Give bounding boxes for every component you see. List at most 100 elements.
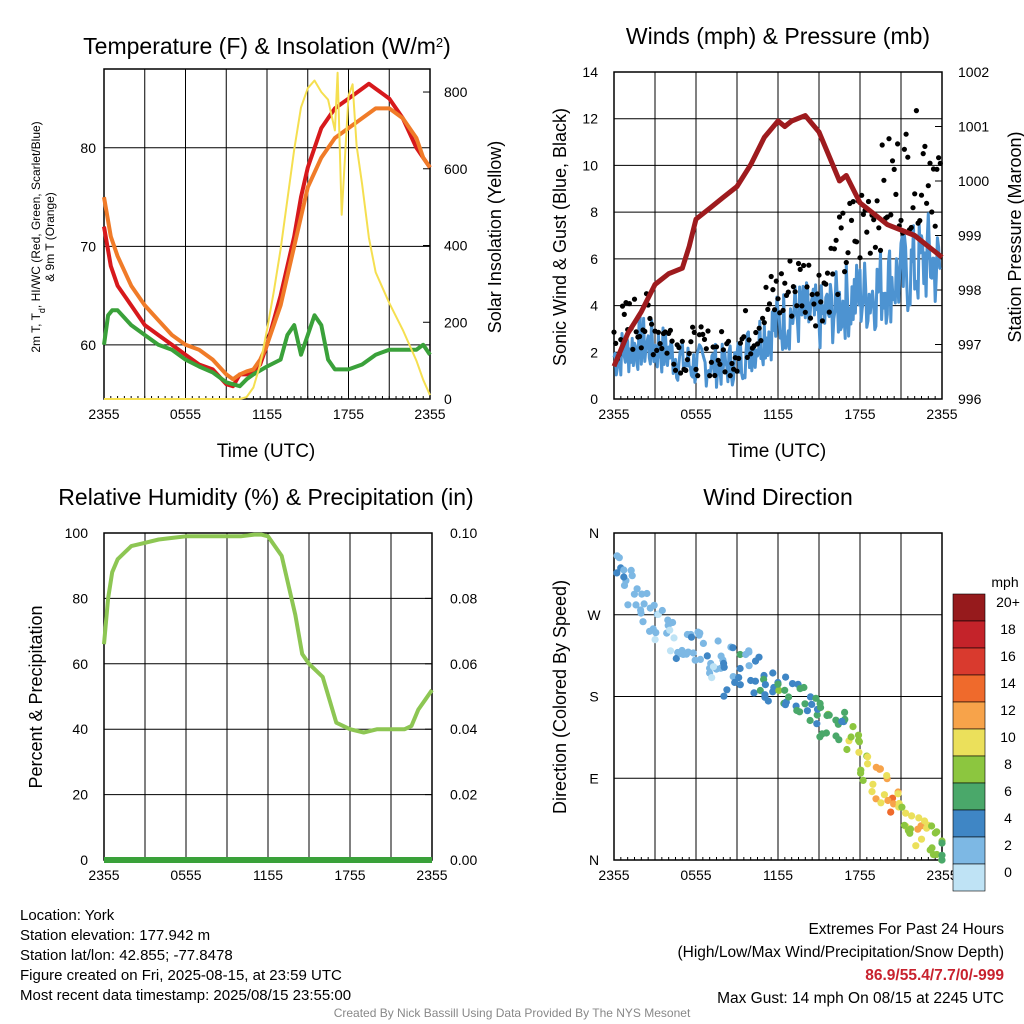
direction-point [742,650,750,659]
temp-series-td [102,308,432,389]
winds-gust-point [888,212,894,218]
winds-gust-point [676,344,682,351]
winds-gust-point [719,329,725,335]
winds-gust-point [824,270,831,276]
winds-gust-point [686,350,692,357]
speed-legend-label: 10 [1000,729,1016,745]
winds-gust-point [789,313,795,319]
direction-point [869,780,877,788]
winds-gust-point [806,262,812,268]
winds-gust-point [920,151,926,157]
direction-point [703,652,711,660]
winds-gust-point [695,373,701,379]
direction-point [864,760,872,768]
winds-gust-point [879,142,885,148]
winds-gust-point [679,338,685,344]
winds-gust-point [876,225,882,231]
winds-gust-point [836,214,843,220]
direction-point [816,733,824,741]
winds-gust-point [893,191,899,197]
winds-gust-point [780,307,786,313]
direction-point [775,686,783,695]
direction-point [782,673,790,681]
direction-point [801,700,809,708]
direction-point [906,825,915,833]
direction-point [915,814,923,822]
winds-gust-point [729,360,735,367]
direction-point [689,649,697,657]
winds-gust-point [811,301,817,307]
winds-gust-point [756,325,762,331]
winds-gust-point [794,303,800,309]
winds-gust-point [708,359,715,365]
winds-gust-point [725,338,732,344]
winds-gust-point [929,209,935,215]
panel4-x-tick-label: 2355 [926,867,957,883]
winds-gust-point [860,211,867,217]
direction-point [847,733,855,741]
winds-gust-point [672,367,679,373]
direction-point [806,716,814,725]
winds-gust-point [654,347,660,353]
winds-gust-point [854,239,860,245]
humidity-chart-title: Relative Humidity (%) & Precipitation (i… [58,484,473,510]
winds-gust-point [865,198,872,205]
winds-gust-point [754,341,761,347]
direction-point [646,627,654,635]
winds-gust-point [659,345,665,352]
speed-legend-swatch [952,782,986,811]
direction-point [669,618,677,627]
winds-gust-point [683,367,689,373]
humidity-y2-tick-label: 0.02 [450,787,477,803]
direction-point [640,600,648,608]
latlon-text: Station lat/lon: 42.855; -77.8478 [20,947,233,964]
temp-y-tick-label: 70 [80,238,96,254]
direction-point [630,590,639,598]
winds-gust-point [818,299,824,305]
winds-y2-tick-label: 996 [958,391,982,407]
speed-legend-swatch [952,809,986,838]
direction-point [613,569,621,577]
winds-y-axis-label: Sonic Wind & Gust (Blue, Black) [550,108,570,366]
winds-gust-point [905,154,911,160]
direction-point [699,639,708,648]
max-gust-text: Max Gust: 14 mph On 08/15 at 2245 UTC [717,990,1004,1007]
direction-point [651,636,659,644]
winds-gust-point [830,271,836,277]
direction-point [696,629,704,637]
panel3-x-tick-label: 1755 [334,867,365,883]
humidity-y-tick-label: 0 [80,852,88,868]
winds-gust-point [691,329,697,335]
winds-gust-point [802,309,808,315]
speed-legend-swatch [952,647,986,676]
direction-point [788,680,797,688]
winds-gust-point [744,354,750,360]
winds-gust-point [778,271,785,277]
speed-legend-label: 16 [1000,648,1016,664]
winds-gust-point [886,136,892,142]
winds-gust-point [819,318,826,324]
temp-x-axis-label: Time (UTC) [217,441,316,462]
temp-y-axis-label: 2m T, Td, HI/WC (Red, Green, Scarlet/Blu… [29,121,57,352]
direction-point [633,585,641,593]
direction-point [696,655,705,664]
direction-point [808,700,816,709]
direction-point [729,644,737,652]
panel3-x-tick-label: 2355 [88,867,119,883]
humidity-y-tick-label: 40 [72,721,88,737]
direction-point [822,729,831,737]
winds-gust-point [895,141,901,147]
extremes-fields: (High/Low/Max Wind/Precipitation/Snow De… [677,944,1005,961]
winds-gust-point [932,223,938,229]
direction-point [627,566,635,575]
direction-chart-title: Wind Direction [703,484,853,510]
direction-point [781,686,789,694]
svg-text:2m T, Td, HI/WC (Red, Green, S: 2m T, Td, HI/WC (Red, Green, Scarlet/Blu… [29,121,47,352]
direction-point [835,736,843,744]
winds-gust-point [898,217,904,223]
winds-gust-point [758,338,764,344]
winds-gust-point [688,339,694,345]
temp-y2-tick-label: 600 [444,161,468,177]
direction-point [714,637,722,645]
direction-y-tick-label: N [589,525,599,541]
